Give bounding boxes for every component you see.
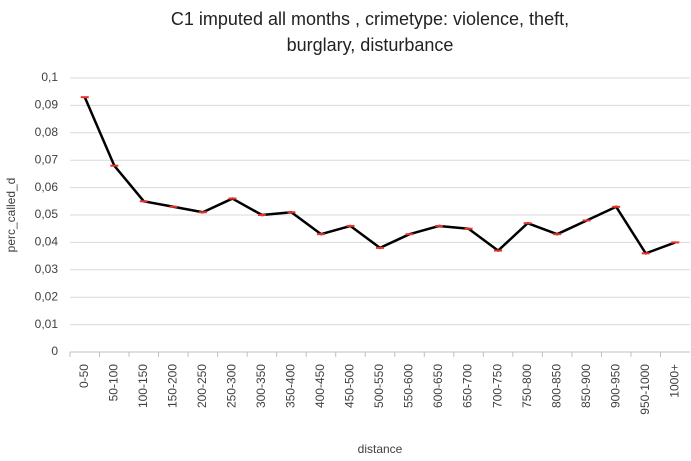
x-tick-label: 300-350 (254, 364, 268, 408)
x-tick-label: 450-500 (343, 364, 357, 408)
y-tick-label: 0,03 (35, 262, 59, 276)
x-tick-label: 150-200 (166, 364, 180, 408)
y-tick-label: 0,09 (35, 98, 59, 112)
x-tick-label: 400-450 (313, 364, 327, 408)
x-tick-label: 1000+ (667, 364, 681, 398)
x-tick-label: 100-150 (136, 364, 150, 408)
x-tick-label: 250-300 (225, 364, 239, 408)
x-tick-label: 350-400 (284, 364, 298, 408)
chart-title: C1 imputed all months , crimetype: viole… (171, 9, 569, 29)
x-tick-label: 500-550 (372, 364, 386, 408)
y-tick-label: 0,07 (35, 152, 59, 166)
x-axis-title: distance (358, 442, 403, 456)
x-tick-label: 850-900 (579, 364, 593, 408)
x-tick-label: 650-700 (461, 364, 475, 408)
x-tick-label: 50-100 (106, 364, 120, 402)
x-tick-label: 550-600 (402, 364, 416, 408)
x-tick-label: 800-850 (549, 364, 563, 408)
chart-title: burglary, disturbance (287, 35, 454, 55)
y-tick-label: 0,08 (35, 125, 59, 139)
y-tick-label: 0,06 (35, 180, 59, 194)
x-tick-label: 900-950 (608, 364, 622, 408)
y-tick-label: 0,04 (35, 235, 59, 249)
x-tick-label: 200-250 (195, 364, 209, 408)
y-tick-label: 0,02 (35, 289, 59, 303)
y-axis-title: perc_called_d (4, 178, 18, 253)
y-tick-label: 0,1 (41, 70, 58, 84)
x-tick-label: 700-750 (490, 364, 504, 408)
y-tick-label: 0 (51, 344, 58, 358)
series-line (83, 96, 676, 255)
x-tick-label: 0-50 (77, 364, 91, 388)
x-tick-label: 750-800 (520, 364, 534, 408)
x-tick-label: 950-1000 (638, 364, 652, 415)
x-tick-label: 600-650 (431, 364, 445, 408)
y-tick-label: 0,05 (35, 207, 59, 221)
y-tick-label: 0,01 (35, 317, 59, 331)
